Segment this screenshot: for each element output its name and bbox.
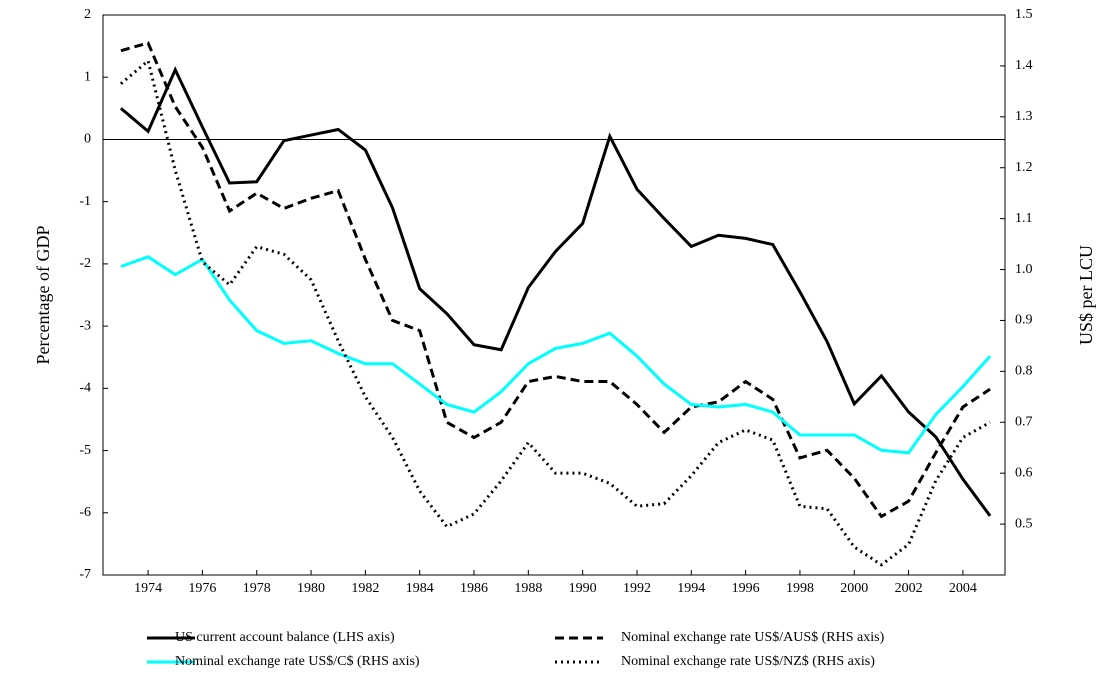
plot-frame [102, 14, 1006, 576]
y2-tick-label: 0.5 [1015, 516, 1033, 531]
series-line [120, 41, 991, 519]
y-tick-label: -4 [79, 381, 91, 396]
series-line [120, 255, 992, 455]
y2-tick-label: 1.1 [1015, 211, 1033, 226]
y-tick-label: -3 [79, 318, 91, 333]
y-tick-label: 0 [84, 132, 91, 147]
x-tick-label: 1998 [786, 581, 814, 596]
x-tick-label: 1978 [243, 581, 271, 596]
legend-label: US current account balance (LHS axis) [175, 630, 395, 645]
x-tick-label: 1996 [732, 581, 760, 596]
x-tick-label: 2004 [949, 581, 977, 596]
legend-label: Nominal exchange rate US$/NZ$ (RHS axis) [621, 654, 875, 669]
y-tick-label: 2 [84, 7, 91, 22]
y2-tick-label: 1.4 [1015, 58, 1033, 73]
x-tick-label: 2000 [840, 581, 868, 596]
y2-tick-label: 0.7 [1015, 414, 1033, 429]
series-line [119, 66, 992, 517]
y2-tick-label: 1.5 [1015, 7, 1033, 22]
x-tick-label: 1990 [569, 581, 597, 596]
y-axis-label: Percentage of GDP [33, 226, 53, 365]
x-tick-label: 1986 [460, 581, 488, 596]
x-tick-label: 2002 [895, 581, 923, 596]
y2-tick-label: 0.6 [1015, 465, 1033, 480]
series-line [119, 58, 991, 567]
y-tick-label: 1 [84, 69, 91, 84]
y2-tick-label: 1.2 [1015, 160, 1033, 175]
x-tick-label: 1976 [188, 581, 216, 596]
x-tick-label: 1992 [623, 581, 651, 596]
y-tick-label: -2 [79, 256, 91, 271]
x-tick-label: 1980 [297, 581, 325, 596]
x-tick-label: 1974 [134, 581, 162, 596]
y2-tick-label: 1.3 [1015, 109, 1033, 124]
x-tick-label: 1984 [406, 581, 434, 596]
x-tick-label: 1988 [514, 581, 542, 596]
y-tick-label: -7 [79, 567, 91, 582]
y2-tick-label: 1.0 [1015, 262, 1033, 277]
y2-tick-label: 0.8 [1015, 364, 1033, 379]
y-tick-label: -1 [79, 194, 91, 209]
y2-axis-label: US$ per LCU [1076, 245, 1096, 345]
y-tick-label: -6 [79, 505, 91, 520]
x-tick-label: 1994 [677, 581, 705, 596]
legend-label: Nominal exchange rate US$/AUS$ (RHS axis… [621, 630, 885, 645]
y2-tick-label: 0.9 [1015, 313, 1033, 328]
legend-label: Nominal exchange rate US$/C$ (RHS axis) [175, 654, 420, 669]
y-tick-label: -5 [79, 443, 91, 458]
x-tick-label: 1982 [351, 581, 379, 596]
